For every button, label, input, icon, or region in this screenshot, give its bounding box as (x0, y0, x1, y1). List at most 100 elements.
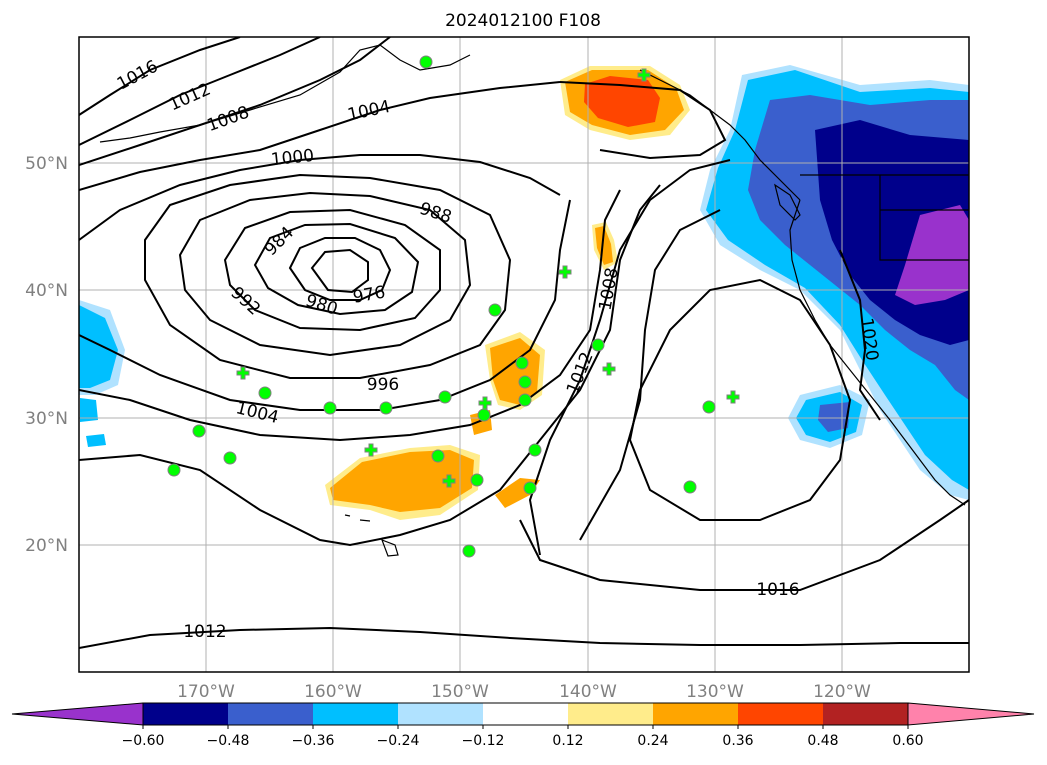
station-circle-marker (258, 386, 272, 400)
station-plus-marker (478, 396, 492, 410)
map-content: 1016 1012 1008 1004 1000 988 984 980 976… (79, 37, 969, 672)
colorbar-segment (228, 703, 313, 725)
station-circle-marker (438, 390, 452, 404)
isobar-992 (79, 199, 571, 411)
station-plus-marker (364, 443, 378, 457)
colorbar-extend-min (11, 702, 144, 726)
colorbar-tick-label: −0.36 (292, 733, 335, 749)
station-circle-marker (462, 544, 476, 558)
isobar-small-low (310, 248, 369, 294)
isobar-label: 1016 (756, 580, 799, 600)
isobar-label: 1012 (183, 622, 226, 642)
latitude-labels: 50°N 40°N 30°N 20°N (25, 154, 68, 556)
station-circle-marker (683, 480, 697, 494)
station-circle-marker (488, 303, 502, 317)
colorbar-segment (823, 703, 908, 725)
lat-label: 50°N (25, 154, 68, 174)
colorbar-tick-label: 0.60 (892, 733, 923, 749)
lat-label: 30°N (25, 409, 68, 429)
negative-anomaly-small (86, 434, 106, 447)
isobar-low-outer (144, 173, 512, 379)
colorbar-segment (483, 703, 568, 725)
colorbar-tick-label: −0.60 (122, 733, 165, 749)
map-border (78, 36, 970, 673)
colorbar-segment (143, 703, 228, 725)
colorbar-extend-max (907, 702, 1035, 726)
graticule (79, 37, 969, 672)
station-circle-marker (470, 473, 484, 487)
station-circle-marker (515, 356, 529, 370)
negative-anomaly-west-edge-3 (80, 398, 98, 422)
station-plus-marker (236, 366, 250, 380)
coastlines (99, 44, 969, 557)
station-plus-marker (442, 474, 456, 488)
map-title: 2024012100 F108 (445, 11, 601, 31)
station-circle-marker (591, 338, 605, 352)
station-plus-marker (558, 265, 572, 279)
lon-label: 120°W (813, 682, 871, 702)
isobars (79, 37, 969, 649)
lon-label: 160°W (304, 682, 362, 702)
isobar-label: 1000 (270, 146, 315, 170)
colorbar-tick-label: 0.36 (722, 733, 753, 749)
isobar-988 (178, 191, 472, 357)
isobar-984 (223, 208, 441, 332)
station-circle-marker (523, 481, 537, 495)
lon-label: 150°W (431, 682, 489, 702)
colorbar-tick-label: −0.24 (377, 733, 420, 749)
station-markers (167, 55, 740, 558)
positive-anomaly-mid-2 (490, 338, 540, 405)
station-plus-marker (726, 390, 740, 404)
lat-label: 20°N (25, 536, 68, 556)
colorbar-tick-label: 0.12 (552, 733, 583, 749)
station-circle-marker (528, 443, 542, 457)
station-circle-marker (223, 451, 237, 465)
colorbar-segment (313, 703, 398, 725)
vancouver-island (774, 183, 801, 221)
isobar-996 (79, 189, 621, 442)
isobar-1000-main (79, 154, 561, 241)
colorbar-segment (568, 703, 653, 725)
colorbar: −0.60 −0.48 −0.36 −0.24 −0.12 0.12 0.24 0.36 0.4… (11, 702, 1035, 749)
station-circle-marker (518, 393, 532, 407)
station-circle-marker (167, 463, 181, 477)
positive-anomaly-small-2 (595, 226, 613, 265)
station-circle-marker (477, 408, 491, 422)
station-plus-marker (637, 68, 651, 82)
isobar-1004-gulf (559, 81, 727, 160)
alaska-panhandle (639, 69, 801, 201)
colorbar-segment (398, 703, 483, 725)
station-plus-marker (602, 362, 616, 376)
negative-anomaly-land-5 (895, 205, 969, 305)
canada-border (800, 174, 969, 261)
colorbar-segment (738, 703, 823, 725)
isobar-1012-south (79, 626, 969, 649)
colorbar-frame (142, 702, 909, 726)
isobar-976 (288, 237, 392, 301)
isobar-label: 996 (367, 375, 399, 395)
station-circle-marker (702, 400, 716, 414)
isobar-1012-nw (79, 37, 321, 146)
isobar-1008-nw (79, 37, 391, 166)
alaska-coast (99, 44, 471, 143)
station-circle-marker (419, 55, 433, 69)
isobar-980 (253, 222, 420, 316)
isobar-1016-south (519, 499, 969, 591)
station-circle-marker (379, 401, 393, 415)
negative-anomaly-west-edge-2 (79, 305, 118, 388)
station-circle-marker (192, 424, 206, 438)
colorbar-tick-label: 0.24 (637, 733, 668, 749)
colorbar-tick-label: −0.12 (462, 733, 505, 749)
longitude-labels: 170°W 160°W 150°W 140°W 130°W 120°W (177, 682, 871, 702)
lat-label: 40°N (25, 281, 68, 301)
colorbar-tick-label: 0.48 (807, 733, 838, 749)
isobar-1004-south (79, 184, 661, 547)
station-circle-marker (323, 401, 337, 415)
isobar-1016-nw (79, 37, 241, 116)
lon-label: 170°W (177, 682, 235, 702)
lon-label: 130°W (686, 682, 744, 702)
isobar-1020 (839, 249, 881, 421)
lon-label: 140°W (559, 682, 617, 702)
positive-anomaly-gulf-3 (584, 76, 660, 127)
